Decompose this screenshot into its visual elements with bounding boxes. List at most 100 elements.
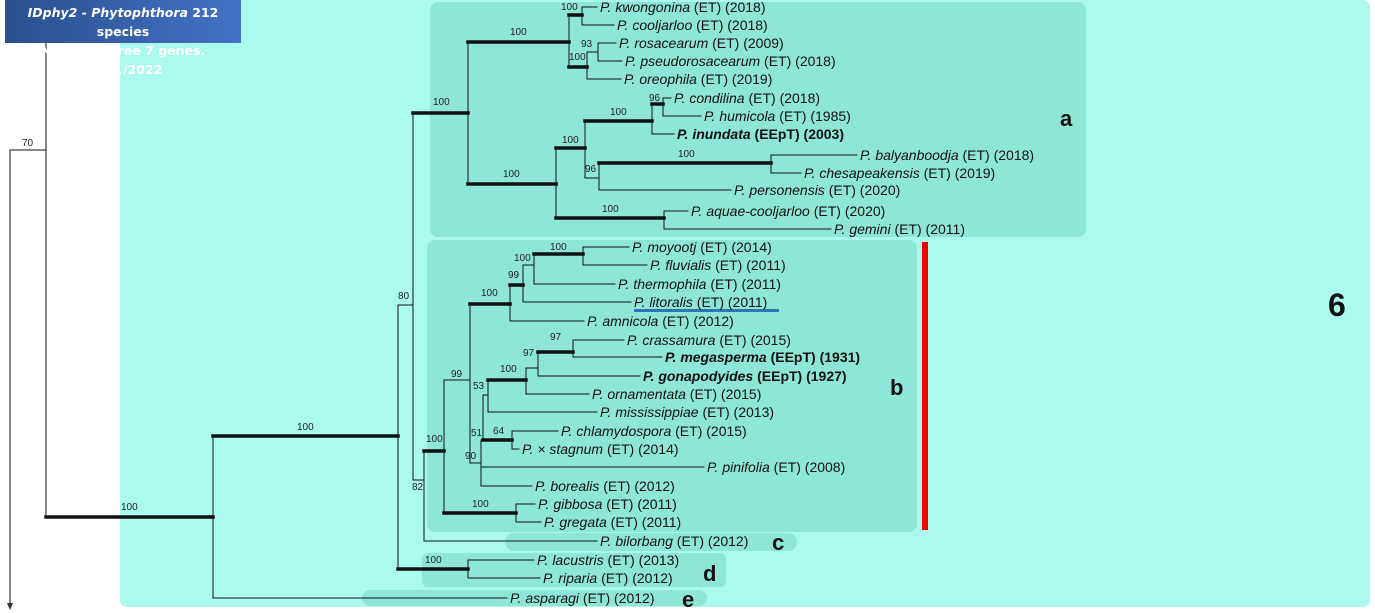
- title-rest: 212 species: [96, 5, 219, 39]
- clade-label-d: d: [703, 561, 716, 586]
- support-value: 99: [451, 369, 463, 380]
- support-value: 64: [493, 426, 505, 437]
- taxon-authority-year: (ET) (2015): [715, 332, 790, 348]
- support-value: 100: [121, 502, 138, 513]
- taxon-label: P. kwongonina (ET) (2018): [600, 0, 766, 15]
- support-value: 100: [481, 288, 498, 299]
- taxon-label: P. condilina (ET) (2018): [674, 90, 820, 106]
- species-name: P. aquae-cooljarloo: [691, 203, 810, 219]
- taxon-authority-year: (ET) (2018): [760, 53, 835, 69]
- support-value: 100: [562, 135, 579, 146]
- species-name: P. inundata: [677, 126, 751, 142]
- taxon-authority-year: (ET) (2018): [959, 147, 1034, 163]
- support-value: 100: [561, 2, 578, 13]
- clade-label-a: a: [1060, 106, 1073, 131]
- support-value: 93: [581, 39, 593, 50]
- taxa-labels: P. kwongonina (ET) (2018)P. cooljarloo (…: [510, 0, 1034, 606]
- taxon-authority-year: (ET) (2011): [891, 221, 965, 237]
- taxon-label: P. thermophila (ET) (2011): [618, 276, 781, 292]
- clade-c-box: [505, 533, 797, 551]
- species-name: P. ornamentata: [592, 386, 686, 402]
- support-value: 100: [678, 149, 695, 160]
- species-name: P. pseudorosacearum: [625, 53, 760, 69]
- support-value: 99: [508, 270, 520, 281]
- support-value: 97: [550, 332, 562, 343]
- support-value: 97: [523, 348, 535, 359]
- taxon-authority-year: (EEpT) (1931): [767, 349, 860, 365]
- taxon-authority-year: (ET) (2012): [597, 570, 672, 586]
- taxon-label: P. gemini (ET) (2011): [834, 221, 965, 237]
- taxon-authority-year: (ET) (2014): [696, 239, 771, 255]
- clade-label-c: c: [772, 530, 784, 555]
- arrow-down-icon: [7, 603, 13, 610]
- support-value: 100: [610, 107, 627, 118]
- highlight-bar: [922, 242, 928, 530]
- taxon-authority-year: (ET) (2011): [693, 294, 767, 310]
- support-value: 82: [412, 482, 424, 493]
- support-value: 70: [22, 138, 34, 149]
- title-italic: IDphy2 - Phytophthora: [27, 5, 188, 20]
- species-name: P. humicola: [704, 108, 776, 124]
- taxon-label: P. personensis (ET) (2020): [734, 182, 900, 198]
- taxon-label: P. amnicola (ET) (2012): [587, 313, 734, 329]
- taxon-label: P. bilorbang (ET) (2012): [600, 533, 748, 549]
- taxon-label: P. rosacearum (ET) (2009): [619, 35, 784, 51]
- species-name: P. gibbosa: [538, 496, 603, 512]
- species-name: P. litoralis: [634, 294, 693, 310]
- taxon-label: P. borealis (ET) (2012): [535, 478, 675, 494]
- taxon-authority-year: (ET) (2011): [602, 496, 676, 512]
- clade-label-b: b: [890, 375, 903, 400]
- taxon-label: P. inundata (EEpT) (2003): [677, 126, 844, 142]
- taxon-authority-year: (ET) (2013): [699, 404, 774, 420]
- support-value: 100: [426, 434, 443, 445]
- support-value: 96: [649, 93, 661, 104]
- support-value: 96: [585, 164, 597, 175]
- species-name: P. megasperma: [665, 349, 767, 365]
- species-name: P. condilina: [674, 90, 745, 106]
- support-value: 100: [297, 422, 314, 433]
- support-value: 100: [472, 499, 489, 510]
- taxon-label: P. oreophila (ET) (2019): [624, 71, 772, 87]
- species-name: P. gregata: [544, 514, 607, 530]
- species-name: P. crassamura: [627, 332, 716, 348]
- species-name: P. gonapodyides: [643, 368, 753, 384]
- taxon-label: P. gregata (ET) (2011): [544, 514, 681, 530]
- taxon-label: P. riparia (ET) (2012): [543, 570, 673, 586]
- support-value: 100: [602, 204, 619, 215]
- taxon-label: P. fluvialis (ET) (2011): [650, 257, 786, 273]
- support-value: 100: [514, 253, 531, 264]
- taxon-authority-year: (ET) (2014): [603, 441, 678, 457]
- taxon-authority-year: (ET) (2012): [599, 478, 674, 494]
- taxon-authority-year: (ET) (2011): [706, 276, 780, 292]
- taxon-label: P. asparagi (ET) (2012): [510, 590, 654, 606]
- support-value: 100: [550, 242, 567, 253]
- taxon-authority-year: (EEpT) (2003): [751, 126, 844, 142]
- species-name: P. asparagi: [510, 590, 580, 606]
- species-name: P. pinifolia: [707, 459, 770, 475]
- taxon-label: P. moyootj (ET) (2014): [632, 239, 772, 255]
- species-name: P. chesapeakensis: [804, 165, 920, 181]
- support-value: 100: [433, 97, 450, 108]
- species-name: P. thermophila: [618, 276, 707, 292]
- taxon-label: P. gonapodyides (EEpT) (1927): [643, 368, 847, 384]
- taxon-authority-year: (ET) (2019): [920, 165, 995, 181]
- taxon-authority-year: (ET) (2012): [579, 590, 654, 606]
- taxon-authority-year: (ET) (2018): [690, 0, 765, 15]
- taxon-label: P. lacustris (ET) (2013): [537, 552, 679, 568]
- clade-e-box: [362, 590, 707, 606]
- species-name: P. amnicola: [587, 313, 659, 329]
- taxon-authority-year: (ET) (2012): [673, 533, 748, 549]
- clade-label-e: e: [682, 587, 694, 612]
- species-name: P. moyootj: [632, 239, 697, 255]
- support-value: 100: [503, 169, 520, 180]
- support-value: 100: [500, 364, 517, 375]
- species-name: P. balyanboodja: [860, 147, 959, 163]
- support-value: 53: [473, 381, 485, 392]
- support-values: 70 100 100 80 100 100 100 93 100 100 100 100 96 96 100…: [22, 2, 695, 566]
- taxon-authority-year: (ET) (2011): [607, 514, 681, 530]
- group-label: 6: [1328, 287, 1346, 323]
- taxon-label: P. pseudorosacearum (ET) (2018): [625, 53, 836, 69]
- branches: [9, 6, 858, 604]
- taxon-authority-year: (ET) (2008): [770, 459, 845, 475]
